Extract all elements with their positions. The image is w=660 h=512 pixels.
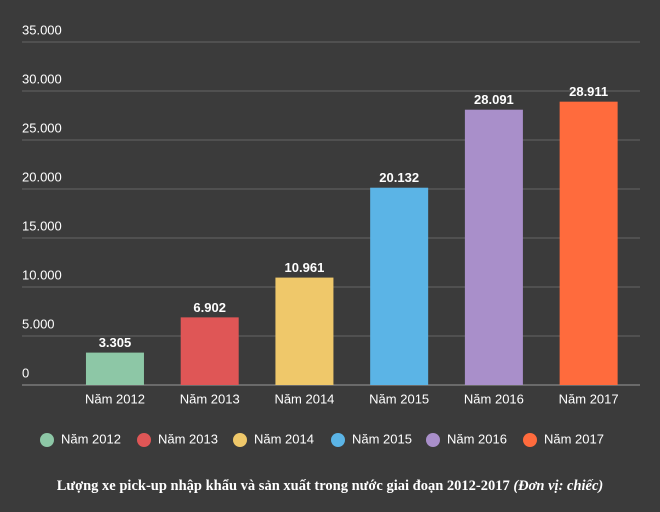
legend-marker <box>40 433 54 447</box>
legend-label: Năm 2017 <box>544 431 604 446</box>
x-tick-label: Năm 2014 <box>274 391 334 406</box>
x-tick-label: Năm 2015 <box>369 391 429 406</box>
chart: 0 5.000 10.000 15.000 20.000 25.000 30.000 35.0… <box>22 22 640 447</box>
chart-subtitle: (Đơn vị: chiếc) <box>513 478 604 494</box>
x-tick-label: Năm 2016 <box>464 391 524 406</box>
bar <box>180 317 239 385</box>
legend-marker <box>137 433 151 447</box>
legend-label: Năm 2014 <box>254 431 314 446</box>
bar <box>275 277 334 385</box>
value-label: 6.902 <box>193 300 226 315</box>
y-tick-label: 5.000 <box>22 316 55 331</box>
chart-title: Lượng xe pick-up nhập khẩu và sản xuất t… <box>56 478 510 494</box>
bar <box>85 352 144 385</box>
value-label: 10.961 <box>285 260 325 275</box>
bar <box>370 187 429 385</box>
legend-label: Năm 2016 <box>447 431 507 446</box>
y-tick-label: 15.000 <box>22 218 62 233</box>
x-tick-label: Năm 2013 <box>180 391 240 406</box>
x-tick-label: Năm 2017 <box>559 391 619 406</box>
value-label: 28.911 <box>569 84 608 99</box>
legend-label: Năm 2012 <box>61 431 121 446</box>
legend-marker <box>233 433 247 447</box>
value-label: 3.305 <box>99 335 132 350</box>
legend-marker <box>331 433 345 447</box>
legend-label: Năm 2015 <box>352 431 412 446</box>
y-tick-label: 0 <box>22 365 29 380</box>
legend-label: Năm 2013 <box>158 431 218 446</box>
y-tick-label: 25.000 <box>22 120 62 135</box>
y-tick-label: 10.000 <box>22 267 62 282</box>
chart-container: 0 5.000 10.000 15.000 20.000 25.000 30.000 35.0… <box>22 22 640 494</box>
caption: Lượng xe pick-up nhập khẩu và sản xuất t… <box>0 478 660 495</box>
value-label: 28.091 <box>474 92 514 107</box>
bar <box>559 101 618 385</box>
value-label: 20.132 <box>379 170 419 185</box>
y-tick-label: 35.000 <box>22 22 62 37</box>
x-tick-label: Năm 2012 <box>85 391 145 406</box>
bar <box>464 109 523 386</box>
legend-marker <box>426 433 440 447</box>
legend-marker <box>523 433 537 447</box>
y-tick-label: 20.000 <box>22 169 62 184</box>
y-tick-label: 30.000 <box>22 71 62 86</box>
